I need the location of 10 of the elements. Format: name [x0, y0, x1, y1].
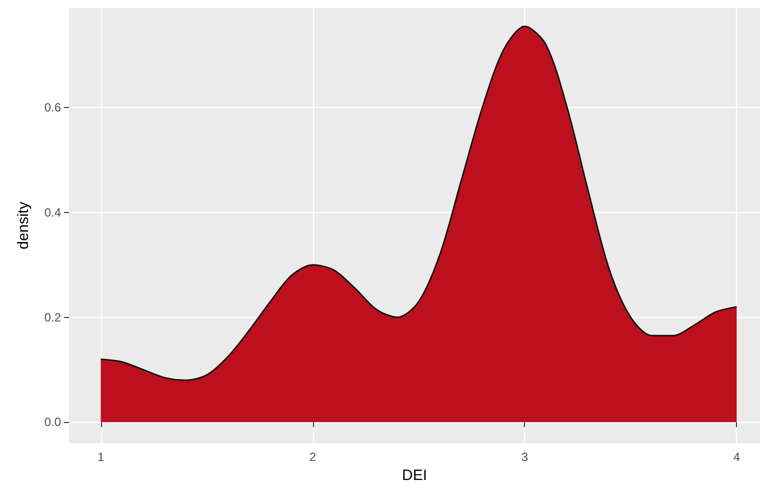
y-tick-label: 0.6 — [44, 100, 62, 115]
y-tick-label: 0.2 — [44, 310, 62, 324]
y-tick-label: 0.4 — [44, 205, 62, 220]
x-tick-label: 1 — [97, 450, 104, 464]
y-axis-title: density — [15, 201, 32, 250]
y-tick-label: 0.0 — [44, 415, 62, 430]
x-axis-title: DEI — [402, 467, 428, 484]
x-tick-label: 4 — [733, 450, 740, 464]
x-tick-label: 3 — [521, 450, 528, 464]
x-tick-label: 2 — [309, 450, 316, 464]
